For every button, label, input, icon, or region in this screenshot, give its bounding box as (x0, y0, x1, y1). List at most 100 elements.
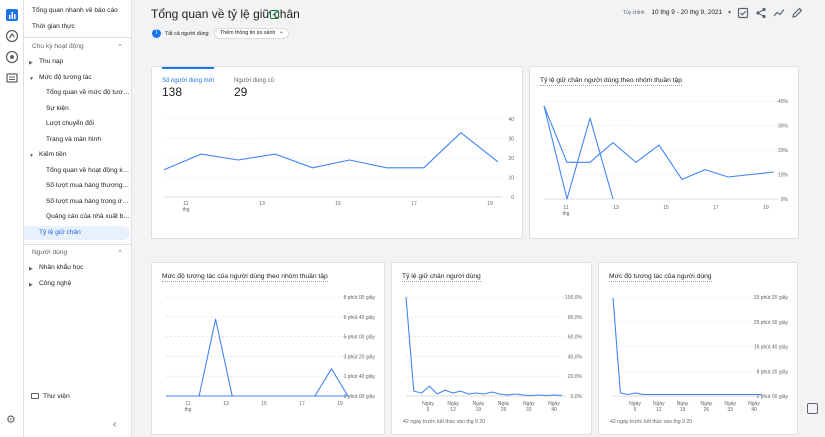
sidebar-item-pages-screens[interactable]: Trang và màn hình (46, 136, 102, 143)
tab-returning-users[interactable]: Người dùng cũ 29 (234, 75, 300, 105)
caret-right-icon[interactable]: ▶ (29, 266, 33, 272)
library-link[interactable]: Thư viện (31, 393, 70, 400)
y-tick-label: 40 (508, 117, 514, 123)
y-tick-label: 40,0% (568, 354, 583, 360)
series-line (405, 296, 563, 397)
x-tick-label: 26 (501, 407, 507, 413)
x-tick-label: 11 (563, 205, 568, 211)
caret-down-icon: ▼ (727, 10, 732, 16)
y-tick-label: 25 phút 00 giây (754, 320, 789, 326)
y-tick-label: 80,0% (568, 315, 583, 321)
chevron-up-icon[interactable]: ⌃ (117, 250, 123, 257)
report-header: Tổng quan về tỷ lệ giữ chân ✓ Tùy chỉnh … (132, 0, 825, 60)
x-tick-label: 33 (526, 407, 532, 413)
range-note: 42 ngày trước kết thúc vào thg 9 20 (403, 419, 486, 425)
tab-returning-users-label: Người dùng cũ (234, 78, 274, 84)
x-tick-label: 26 (704, 407, 710, 413)
chevron-up-icon[interactable]: ⌃ (117, 44, 123, 51)
sidebar-item-monetization[interactable]: Kiếm tiền (39, 151, 67, 158)
y-tick-label: 100,0% (565, 295, 583, 301)
x-tick-label: 15 (663, 205, 669, 211)
sidebar-item-tech[interactable]: Công nghệ (39, 280, 72, 287)
x-tick-label: 19 (680, 407, 686, 413)
reports-icon[interactable] (5, 8, 19, 22)
settings-gear-icon[interactable]: ⚙ (6, 414, 16, 426)
date-range-picker[interactable]: Tùy chỉnh 10 thg 9 - 20 thg 9, 2021 ▼ (623, 9, 732, 16)
sidebar-item-monetization-overview[interactable]: Tổng quan về hoạt động kiếm tiền (46, 167, 130, 174)
edit-pencil-icon[interactable] (791, 7, 803, 19)
caret-right-icon[interactable]: ▶ (29, 60, 33, 66)
folder-icon (31, 393, 39, 399)
card-title[interactable]: Tỷ lệ giữ chân người dùng (402, 273, 481, 282)
x-tick-label: Ngày (701, 401, 713, 407)
x-tick-label: 19 (763, 205, 769, 211)
page-title: Tổng quan về tỷ lệ giữ chân (151, 7, 300, 21)
x-tick-label: 19 (487, 201, 493, 207)
x-tick-label: 13 (259, 201, 265, 207)
sidebar-item-ecommerce-purchases[interactable]: Số lượt mua hàng thương mại điện tử (46, 182, 130, 189)
tab-new-users[interactable]: Số người dùng mới 138 (162, 67, 228, 105)
sidebar-item-demographics[interactable]: Nhân khẩu học (39, 264, 84, 271)
x-tick-label: 19 (476, 407, 482, 413)
sidebar-item-conversions[interactable]: Lượt chuyển đổi (46, 120, 94, 127)
sidebar-item-retention[interactable]: Tỷ lệ giữ chân (24, 226, 130, 240)
sidebar-item-events[interactable]: Sự kiện (46, 105, 69, 112)
x-tick-label: 15 (261, 401, 267, 407)
user-retention-chart: 100,0%80,0%60,0%40,0%20,0%0,0%Ngày5Ngày1… (405, 295, 583, 413)
tab-new-users-label: Số người dùng mới (162, 78, 214, 84)
users-card: Số người dùng mới 138 Người dùng cũ 29 4… (151, 66, 523, 239)
x-tick-label: Ngày (629, 401, 641, 407)
collapse-chevron-left-icon[interactable]: ‹ (113, 419, 117, 430)
x-tick-label: 40 (551, 407, 557, 413)
y-tick-label: 20,0% (568, 374, 583, 380)
tab-returning-users-value: 29 (234, 85, 248, 99)
y-tick-label: 30% (778, 124, 789, 130)
caret-down-icon[interactable]: ▼ (29, 153, 34, 159)
configure-icon[interactable] (5, 71, 19, 85)
y-tick-label: 16 phút 40 giây (754, 345, 789, 351)
sidebar-item-engagement-overview[interactable]: Tổng quan về mức độ tương tác (46, 89, 130, 96)
card-title[interactable]: Mức độ tương tác của người dùng theo nhó… (162, 273, 328, 282)
report-navigation: Tổng quan nhanh về báo cáo Thời gian thự… (24, 0, 132, 437)
tab-new-users-value: 138 (162, 85, 183, 99)
x-tick-label: 17 (299, 401, 305, 407)
customize-report-icon[interactable] (737, 7, 749, 19)
all-users-chip[interactable]: T Tất cả người dùng (152, 29, 209, 38)
caret-right-icon[interactable]: ▶ (29, 282, 33, 288)
cohort-engagement-card: Mức độ tương tác của người dùng theo nhó… (151, 262, 385, 435)
x-tick-label: thg (563, 211, 570, 217)
user-retention-card: Tỷ lệ giữ chân người dùng 100,0% 80,0% 60,… (391, 262, 592, 435)
x-tick-label: 13 (223, 401, 229, 407)
x-tick-label: Ngày (548, 401, 560, 407)
x-tick-label: Ngày (724, 401, 736, 407)
date-range-value: 10 thg 9 - 20 thg 9, 2021 (651, 9, 723, 16)
y-tick-label: 20% (778, 148, 789, 154)
sidebar-item-realtime[interactable]: Thời gian thực (32, 23, 75, 30)
sidebar-item-publisher-ads[interactable]: Quảng cáo của nhà xuất bản (46, 213, 130, 220)
add-comparison-button[interactable]: Thêm thông tin so sánh + (214, 28, 289, 39)
series-line (612, 297, 762, 396)
sidebar-item-engagement[interactable]: Mức độ tương tác (39, 74, 92, 81)
sidebar-item-reports-snapshot[interactable]: Tổng quan nhanh về báo cáo (32, 7, 118, 14)
sidebar-divider (24, 37, 132, 38)
sidebar-item-acquisition[interactable]: Thu nạp (39, 58, 64, 65)
y-tick-label: 40% (778, 99, 789, 105)
insights-icon[interactable] (773, 7, 785, 19)
segment-badge: T (152, 29, 161, 38)
share-icon[interactable] (755, 7, 767, 19)
x-tick-label: 17 (411, 201, 417, 207)
x-tick-label: thg (183, 207, 190, 213)
card-title[interactable]: Tỷ lệ giữ chân người dùng theo nhóm thuầ… (540, 77, 682, 86)
caret-down-icon[interactable]: ▼ (29, 76, 34, 82)
sidebar-item-in-app-purchases[interactable]: Số lượt mua hàng trong ứng dụng (46, 198, 130, 205)
x-tick-label: 5 (634, 407, 637, 413)
advertising-icon[interactable] (5, 50, 19, 64)
y-tick-label: 0 phút 00 giây (344, 394, 376, 400)
y-tick-label: 8 phút 20 giây (757, 369, 789, 375)
date-range-label: Tùy chỉnh (622, 10, 645, 16)
feedback-icon[interactable] (807, 403, 818, 414)
explore-icon[interactable] (5, 29, 19, 43)
y-tick-label: 20 (508, 156, 514, 162)
card-title[interactable]: Mức độ tương tác của người dùng (609, 273, 712, 282)
